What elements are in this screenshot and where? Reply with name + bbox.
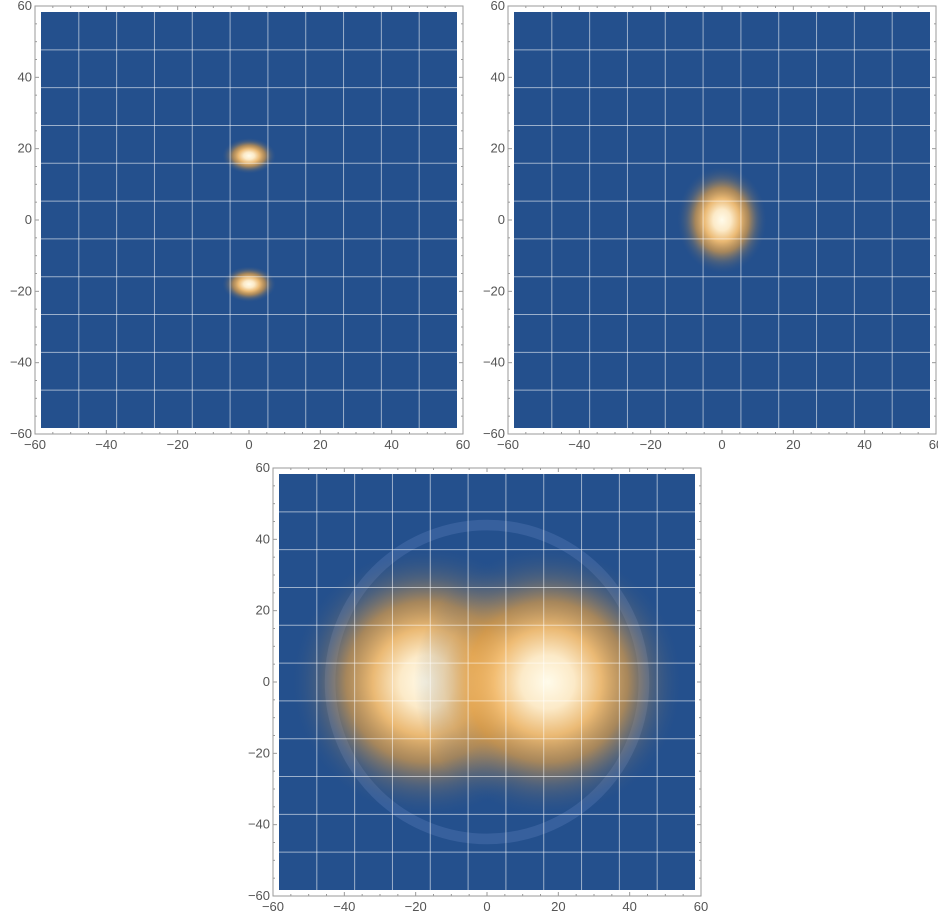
heatmap-blob (677, 166, 767, 274)
y-tick-label: 20 (256, 603, 270, 618)
x-tick-label: 0 (718, 437, 725, 452)
y-tick-label: −20 (248, 745, 270, 760)
y-tick-label: −20 (10, 283, 32, 298)
x-tick-label: 60 (929, 437, 938, 452)
heatmap-blob (222, 266, 276, 303)
heatmap-blob (413, 548, 682, 816)
heatmap-field (514, 12, 930, 428)
gridlines (514, 12, 930, 428)
y-tick-label: 60 (491, 0, 505, 13)
x-tick-label: 40 (622, 899, 636, 914)
x-tick-label: −20 (640, 437, 662, 452)
x-tick-label: 0 (483, 899, 490, 914)
y-tick-label: 40 (256, 531, 270, 546)
y-tick-label: −60 (10, 426, 32, 441)
gridlines (279, 474, 695, 890)
x-tick-label: −40 (333, 899, 355, 914)
y-tick-label: 40 (18, 69, 32, 84)
x-tick-label: 0 (245, 437, 252, 452)
gridlines (41, 12, 457, 428)
x-tick-label: −60 (262, 899, 284, 914)
x-tick-label: −60 (24, 437, 46, 452)
y-tick-label: 60 (256, 460, 270, 475)
y-tick-label: 40 (491, 69, 505, 84)
y-tick-label: 0 (263, 674, 270, 689)
x-tick-label: 20 (551, 899, 565, 914)
heatmap-panel-2: −60 −40 −20 0 20 40 60 −60 −40 −20 0 20 40 60 (483, 0, 938, 452)
y-tick-label: −40 (248, 817, 270, 832)
x-tick-label: 60 (694, 899, 708, 914)
x-tick-label: 20 (313, 437, 327, 452)
y-tick-label: −20 (483, 283, 505, 298)
y-tick-label: 60 (18, 0, 32, 13)
x-tick-label: −20 (167, 437, 189, 452)
heatmap-field (41, 12, 457, 428)
heatmap-panel-1: −60 −40 −20 0 20 40 60 −60 −40 −20 0 20 40 60 (10, 0, 470, 452)
x-tick-label: −60 (497, 437, 519, 452)
y-tick-label: 0 (498, 212, 505, 227)
y-tick-label: −60 (483, 426, 505, 441)
x-tick-label: 20 (786, 437, 800, 452)
x-tick-label: 40 (857, 437, 871, 452)
y-tick-label: −60 (248, 888, 270, 903)
x-tick-label: −20 (405, 899, 427, 914)
y-tick-label: 20 (491, 141, 505, 156)
x-tick-label: −40 (568, 437, 590, 452)
heatmap-field (279, 474, 695, 890)
y-tick-label: −40 (483, 355, 505, 370)
y-tick-label: 20 (18, 141, 32, 156)
heatmap-blob (222, 137, 276, 174)
x-tick-label: 40 (384, 437, 398, 452)
heatmap-panel-3: −60 −40 −20 0 20 40 60 −60 −40 −20 0 20 40 60 (248, 460, 708, 914)
y-tick-label: −40 (10, 355, 32, 370)
x-tick-label: −40 (95, 437, 117, 452)
y-tick-label: 0 (25, 212, 32, 227)
heatmap-background (41, 12, 457, 428)
x-tick-label: 60 (456, 437, 470, 452)
